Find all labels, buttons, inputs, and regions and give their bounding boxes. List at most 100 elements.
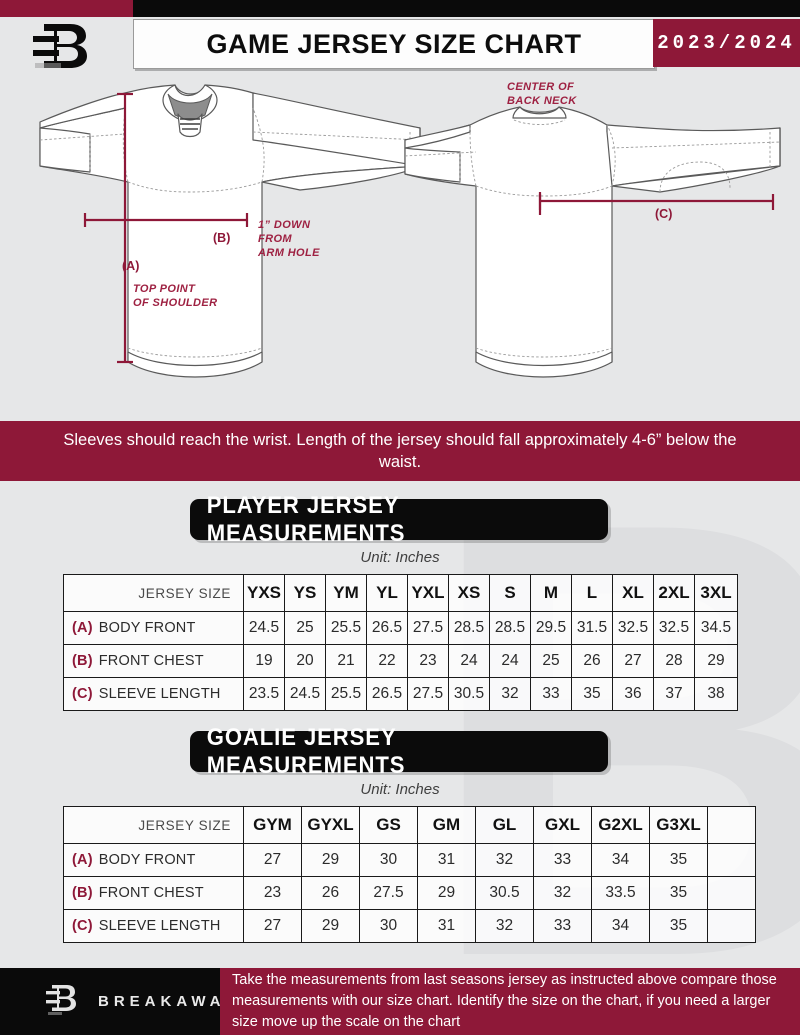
- season-badge: 2023/2024: [653, 19, 800, 67]
- annotation-c-line2: BACK NECK: [507, 95, 577, 107]
- measurement-cell: 32: [533, 876, 592, 910]
- measurement-marker: (B): [72, 653, 93, 669]
- measurement-cell: 25.5: [325, 611, 367, 645]
- top-accent-bar-maroon: [0, 0, 133, 17]
- measurement-label: (B) FRONT CHEST: [63, 644, 244, 678]
- measurement-label: (C) SLEEVE LENGTH: [63, 909, 244, 943]
- measurement-cell: 33.5: [591, 876, 650, 910]
- goalie-measurements-table: JERSEY SIZE GYM GYXL GS GM GL GXL G2XL G3XL (A) BO…: [63, 806, 756, 943]
- table-row: (C) SLEEVE LENGTH 23.5 24.5 25.5 26.5 27.5 30.5…: [63, 677, 738, 711]
- measurement-cell: 38: [694, 677, 738, 711]
- measurement-cell: 23: [243, 876, 302, 910]
- size-column-header: G2XL: [591, 806, 650, 844]
- measurement-cell: [707, 876, 756, 910]
- measurement-cell: 29: [301, 843, 360, 877]
- measurement-cell: 32: [475, 843, 534, 877]
- measurement-cell: 35: [649, 843, 708, 877]
- measurement-cell: 33: [530, 677, 572, 711]
- annotation-c-marker: (C): [655, 207, 672, 221]
- jersey-back-view: (C) CENTER OF BACK NECK: [404, 81, 781, 378]
- size-column-header: YXS: [243, 574, 285, 612]
- measurement-cell: 30: [359, 909, 418, 943]
- measurement-label: (C) SLEEVE LENGTH: [63, 677, 244, 711]
- measurement-cell: 26.5: [366, 611, 408, 645]
- measurement-marker: (B): [72, 885, 93, 901]
- measurement-cell: 27.5: [359, 876, 418, 910]
- measurement-cell: 22: [366, 644, 408, 678]
- measurement-marker: (C): [72, 918, 93, 934]
- size-column-header: XS: [448, 574, 490, 612]
- measurement-cell: 35: [649, 909, 708, 943]
- measurement-cell: 27.5: [407, 677, 449, 711]
- annotation-b-line2: FROM: [258, 233, 292, 245]
- size-column-header: 2XL: [653, 574, 695, 612]
- table-header-row: JERSEY SIZE YXS YS YM YL YXL XS S M L XL 2XL 3XL: [63, 574, 738, 612]
- size-column-header: L: [571, 574, 613, 612]
- player-section-title: PLAYER JERSEY MEASUREMENTS: [190, 492, 608, 547]
- measurement-cell: 31: [417, 843, 476, 877]
- annotation-c-line1: CENTER OF: [507, 81, 574, 93]
- measurement-cell: 29: [301, 909, 360, 943]
- measurement-marker: (A): [72, 620, 93, 636]
- measurement-cell: 30: [359, 843, 418, 877]
- footer-instructions-text: Take the measurements from last seasons …: [232, 971, 777, 1030]
- size-column-header: GXL: [533, 806, 592, 844]
- size-column-header: YL: [366, 574, 408, 612]
- measurement-cell: 32.5: [653, 611, 695, 645]
- annotation-a-marker: (A): [122, 259, 139, 273]
- measurement-cell: 29: [417, 876, 476, 910]
- player-measurements-table: JERSEY SIZE YXS YS YM YL YXL XS S M L XL 2XL 3XL (A) B…: [63, 574, 738, 711]
- measurement-cell: 37: [653, 677, 695, 711]
- table-row: (C) SLEEVE LENGTH 27 29 30 31 32 33 34 35: [63, 909, 756, 943]
- measurement-cell: 34: [591, 909, 650, 943]
- measurement-cell: 34.5: [694, 611, 738, 645]
- top-accent-bar-black: [133, 0, 800, 17]
- footer-instructions: Take the measurements from last seasons …: [220, 968, 800, 1035]
- goalie-unit-text: Unit: Inches: [360, 781, 440, 798]
- measurement-cell: [707, 909, 756, 943]
- size-column-header: YS: [284, 574, 326, 612]
- measurement-cell: 21: [325, 644, 367, 678]
- measurement-cell: 28.5: [448, 611, 490, 645]
- breakaway-b-logo-icon: [42, 979, 88, 1025]
- annotation-a-line2: OF SHOULDER: [133, 297, 217, 309]
- measurement-cell: 26: [571, 644, 613, 678]
- page-title: GAME JERSEY SIZE CHART: [133, 19, 655, 69]
- player-section-title-text: PLAYER JERSEY MEASUREMENTS: [206, 491, 406, 547]
- measurement-cell: 29.5: [530, 611, 572, 645]
- measurement-cell: 32: [489, 677, 531, 711]
- measurement-cell: 26.5: [366, 677, 408, 711]
- size-column-header: GL: [475, 806, 534, 844]
- measurement-cell: 33: [533, 909, 592, 943]
- size-column-header: GS: [359, 806, 418, 844]
- size-column-header: G3XL: [649, 806, 708, 844]
- row-header-label: JERSEY SIZE: [63, 574, 244, 612]
- table-row: (B) FRONT CHEST 23 26 27.5 29 30.5 32 33.5 35: [63, 876, 756, 910]
- measurement-cell: 20: [284, 644, 326, 678]
- measurement-cell: 30.5: [475, 876, 534, 910]
- measurement-cell: 32: [475, 909, 534, 943]
- measurement-marker: (A): [72, 852, 93, 868]
- measurement-cell: 34: [591, 843, 650, 877]
- measurement-cell: 26: [301, 876, 360, 910]
- size-column-header: [707, 806, 756, 844]
- measurement-cell: 35: [571, 677, 613, 711]
- row-header-label: JERSEY SIZE: [63, 806, 244, 844]
- player-unit-label: Unit: Inches: [0, 549, 800, 566]
- measurement-cell: 33: [533, 843, 592, 877]
- measurement-cell: 24: [448, 644, 490, 678]
- measurement-cell: 31.5: [571, 611, 613, 645]
- measurement-label: (B) FRONT CHEST: [63, 876, 244, 910]
- goalie-unit-label: Unit: Inches: [0, 781, 800, 798]
- season-badge-text: 2023/2024: [657, 32, 796, 54]
- goalie-section-title: GOALIE JERSEY MEASUREMENTS: [190, 724, 608, 779]
- measurement-cell: 23: [407, 644, 449, 678]
- table-row: (B) FRONT CHEST 19 20 21 22 23 24 24 25 26 27 28 29: [63, 644, 738, 678]
- size-column-header: 3XL: [694, 574, 738, 612]
- measurement-cell: 32.5: [612, 611, 654, 645]
- size-column-header: GYM: [243, 806, 302, 844]
- goalie-section-title-text: GOALIE JERSEY MEASUREMENTS: [206, 723, 406, 779]
- measurement-cell: [707, 843, 756, 877]
- page-header: GAME JERSEY SIZE CHART 2023/2024: [0, 17, 800, 70]
